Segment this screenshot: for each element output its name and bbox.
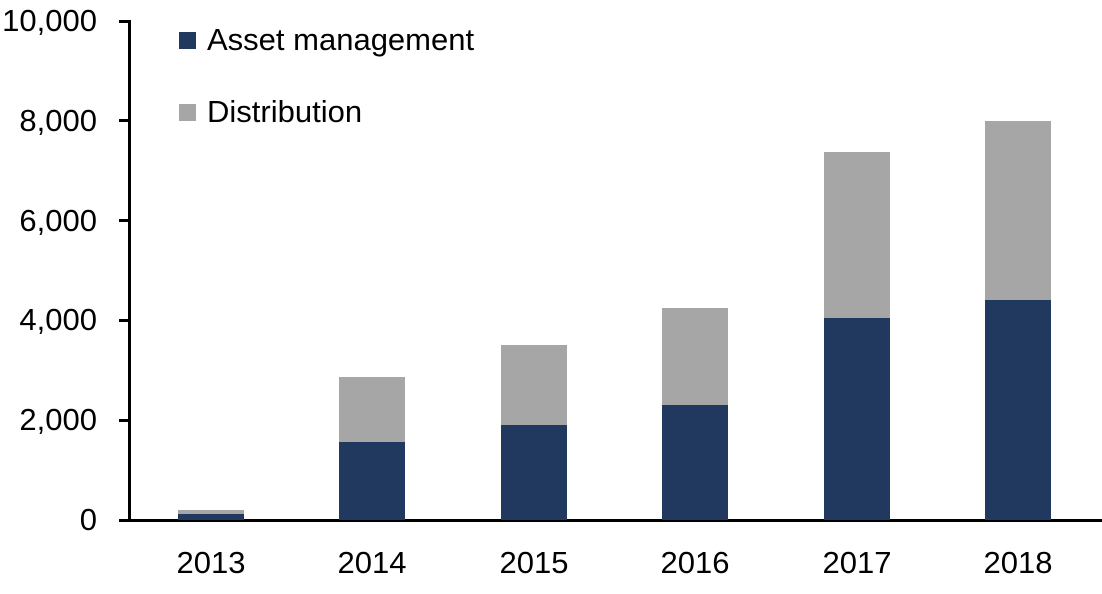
bar-segment-2014-distribution (339, 376, 405, 443)
y-tick-mark (119, 318, 130, 322)
y-tick-label: 10,000 (2, 3, 97, 38)
y-tick-mark (119, 418, 130, 422)
bar-segment-2015-distribution (501, 345, 567, 426)
y-tick-label: 6,000 (19, 202, 97, 238)
bar-segment-2016-distribution (662, 307, 728, 405)
bar-segment-2018-distribution (985, 120, 1051, 300)
asset-management-legend-label: Asset management (207, 22, 475, 57)
x-tick-label-2016: 2016 (660, 545, 730, 580)
bar-segment-2013-asset-management (178, 514, 244, 520)
x-tick-label-2017: 2017 (822, 545, 892, 580)
x-axis-line (119, 519, 1102, 522)
y-tick-mark (119, 119, 130, 123)
distribution-legend-label: Distribution (207, 94, 363, 129)
legend-item-distribution: Distribution (179, 95, 474, 129)
bar-segment-2016-asset-management (662, 404, 728, 520)
y-tick-label: 0 (79, 502, 97, 537)
x-tick-label-2015: 2015 (499, 545, 569, 580)
bar-segment-2013-distribution (178, 510, 244, 514)
y-axis-line (128, 20, 131, 522)
asset-management-legend-swatch (179, 31, 196, 49)
x-tick-label-2014: 2014 (337, 545, 407, 580)
bar-segment-2017-distribution (824, 151, 890, 319)
y-tick-label: 8,000 (19, 102, 97, 138)
x-tick-label-2018: 2018 (983, 545, 1053, 580)
y-tick-mark (119, 518, 130, 522)
legend-item-asset-management: Asset management (179, 23, 474, 57)
bar-segment-2014-asset-management (339, 442, 405, 520)
distribution-legend-swatch (179, 103, 196, 121)
legend: Asset management Distribution (179, 23, 474, 167)
bar-segment-2018-asset-management (985, 299, 1051, 520)
y-tick-label: 2,000 (19, 402, 97, 438)
bar-segment-2015-asset-management (501, 425, 567, 520)
x-tick-label-2013: 2013 (176, 545, 246, 580)
bar-segment-2017-asset-management (824, 318, 890, 520)
y-tick-mark (119, 219, 130, 223)
y-tick-mark (119, 19, 130, 23)
y-tick-label: 4,000 (19, 302, 97, 338)
